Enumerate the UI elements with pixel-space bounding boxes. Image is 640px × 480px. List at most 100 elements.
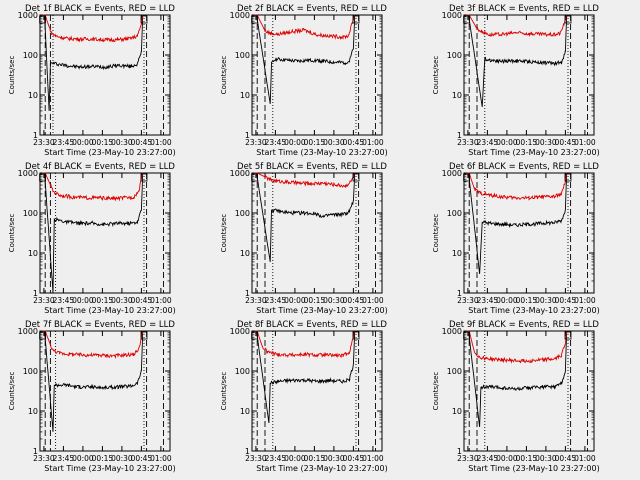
y-tick-label: 1000 <box>230 169 250 178</box>
y-tick-label: 1 <box>245 289 250 298</box>
y-axis-label: Counts/sec <box>220 56 228 95</box>
events-series-line <box>466 330 568 427</box>
x-tick-label: 00:00 <box>496 454 518 463</box>
chart-panel-5: Det 5f BLACK = Events, RED = LLD 1 10 100 10… <box>220 162 388 315</box>
x-tick-label: 00:30 <box>111 454 133 463</box>
events-series-line <box>42 330 144 432</box>
lld-series-line <box>254 14 356 40</box>
chart-panel-1: Det 1f BLACK = Events, RED = LLD 1 10 100 10… <box>8 4 176 157</box>
x-tick-label: 00:00 <box>72 454 94 463</box>
y-axis-label: Counts/sec <box>220 214 228 253</box>
events-series-line <box>254 14 356 104</box>
x-tick-label: 00:15 <box>92 138 114 147</box>
x-tick-label: 00:30 <box>323 138 345 147</box>
x-tick-label: 23:30 <box>245 454 267 463</box>
x-tick-label: 00:00 <box>72 296 94 305</box>
plot-frame <box>39 330 171 452</box>
x-tick-label: 01:00 <box>150 138 172 147</box>
x-tick-label: 00:30 <box>535 138 557 147</box>
y-tick-label: 1 <box>457 289 462 298</box>
y-tick-label: 10 <box>240 249 250 258</box>
x-tick-label: 00:30 <box>323 296 345 305</box>
y-tick-label: 100 <box>447 51 462 60</box>
x-axis-label: Start Time (23-May-10 23:27:00) <box>468 464 599 473</box>
end-marker-icon <box>140 331 148 340</box>
y-tick-label: 10 <box>28 407 38 416</box>
x-tick-label: 00:00 <box>72 138 94 147</box>
x-axis-label: Start Time (23-May-10 23:27:00) <box>256 464 387 473</box>
x-tick-label: 01:00 <box>574 138 596 147</box>
x-axis-label: Start Time (23-May-10 23:27:00) <box>468 306 599 315</box>
x-tick-label: 01:00 <box>574 454 596 463</box>
y-tick-label: 1000 <box>230 11 250 20</box>
y-tick-label: 1 <box>33 289 38 298</box>
x-tick-label: 00:15 <box>304 296 326 305</box>
start-marker-icon <box>39 173 46 182</box>
start-marker-icon <box>39 15 46 24</box>
chart-panel-2: Det 2f BLACK = Events, RED = LLD 1 10 100 10… <box>220 4 388 157</box>
x-tick-label: 23:30 <box>33 296 55 305</box>
x-tick-label: 00:15 <box>516 138 538 147</box>
x-axis-label: Start Time (23-May-10 23:27:00) <box>44 306 175 315</box>
chart-title: Det 7f BLACK = Events, RED = LLD <box>25 320 175 330</box>
events-series-line <box>42 172 144 294</box>
end-marker-icon <box>352 331 360 340</box>
plot-frame <box>463 172 595 294</box>
start-marker-icon <box>463 173 471 182</box>
x-tick-label: 00:15 <box>92 454 114 463</box>
x-tick-label: 01:00 <box>362 138 384 147</box>
y-tick-label: 100 <box>23 367 38 376</box>
y-tick-label: 1000 <box>18 169 38 178</box>
y-tick-label: 100 <box>235 51 250 60</box>
events-series-line <box>466 14 568 108</box>
y-tick-label: 1000 <box>442 169 462 178</box>
end-marker-icon <box>140 15 148 24</box>
x-tick-label: 01:00 <box>362 454 384 463</box>
x-tick-label: 01:00 <box>574 296 596 305</box>
x-tick-label: 00:15 <box>304 138 326 147</box>
y-tick-label: 100 <box>23 209 38 218</box>
x-tick-label: 23:45 <box>477 454 499 463</box>
x-tick-label: 00:00 <box>496 138 518 147</box>
y-tick-label: 1 <box>33 131 38 140</box>
x-tick-label: 23:30 <box>457 138 479 147</box>
x-tick-label: 23:45 <box>53 296 75 305</box>
x-tick-label: 23:30 <box>245 296 267 305</box>
x-axis-label: Start Time (23-May-10 23:27:00) <box>256 306 387 315</box>
lld-series-line <box>254 330 356 359</box>
y-axis-label: Counts/sec <box>432 372 440 411</box>
x-tick-label: 00:15 <box>304 454 326 463</box>
lld-series-line <box>466 330 568 364</box>
lld-series-line <box>254 172 356 189</box>
y-axis-label: Counts/sec <box>8 56 16 95</box>
x-tick-label: 00:45 <box>343 138 365 147</box>
y-tick-label: 10 <box>452 249 462 258</box>
start-marker-icon <box>251 15 259 24</box>
y-tick-label: 100 <box>23 51 38 60</box>
chart-panel-7: Det 7f BLACK = Events, RED = LLD 1 10 100 10… <box>8 320 176 473</box>
chart-panel-4: Det 4f BLACK = Events, RED = LLD 1 10 100 10… <box>8 162 176 315</box>
x-tick-label: 23:45 <box>477 138 499 147</box>
end-marker-icon <box>140 173 148 182</box>
y-axis-label: Counts/sec <box>432 56 440 95</box>
events-series-line <box>466 172 568 274</box>
x-tick-label: 00:15 <box>92 296 114 305</box>
x-tick-label: 23:45 <box>265 296 287 305</box>
x-tick-label: 00:30 <box>535 454 557 463</box>
x-tick-label: 01:00 <box>150 454 172 463</box>
x-axis-label: Start Time (23-May-10 23:27:00) <box>468 148 599 157</box>
y-tick-label: 100 <box>447 367 462 376</box>
x-tick-label: 00:30 <box>323 454 345 463</box>
plot-frame <box>39 14 171 136</box>
y-tick-label: 100 <box>235 367 250 376</box>
plot-frame <box>463 330 595 452</box>
chart-title: Det 4f BLACK = Events, RED = LLD <box>25 162 175 172</box>
y-axis-label: Counts/sec <box>8 372 16 411</box>
end-marker-icon <box>352 15 360 24</box>
events-series-line <box>254 172 356 262</box>
x-tick-label: 23:45 <box>265 138 287 147</box>
y-tick-label: 10 <box>28 249 38 258</box>
x-tick-label: 23:45 <box>53 454 75 463</box>
x-tick-label: 01:00 <box>362 296 384 305</box>
start-marker-icon <box>251 173 259 182</box>
